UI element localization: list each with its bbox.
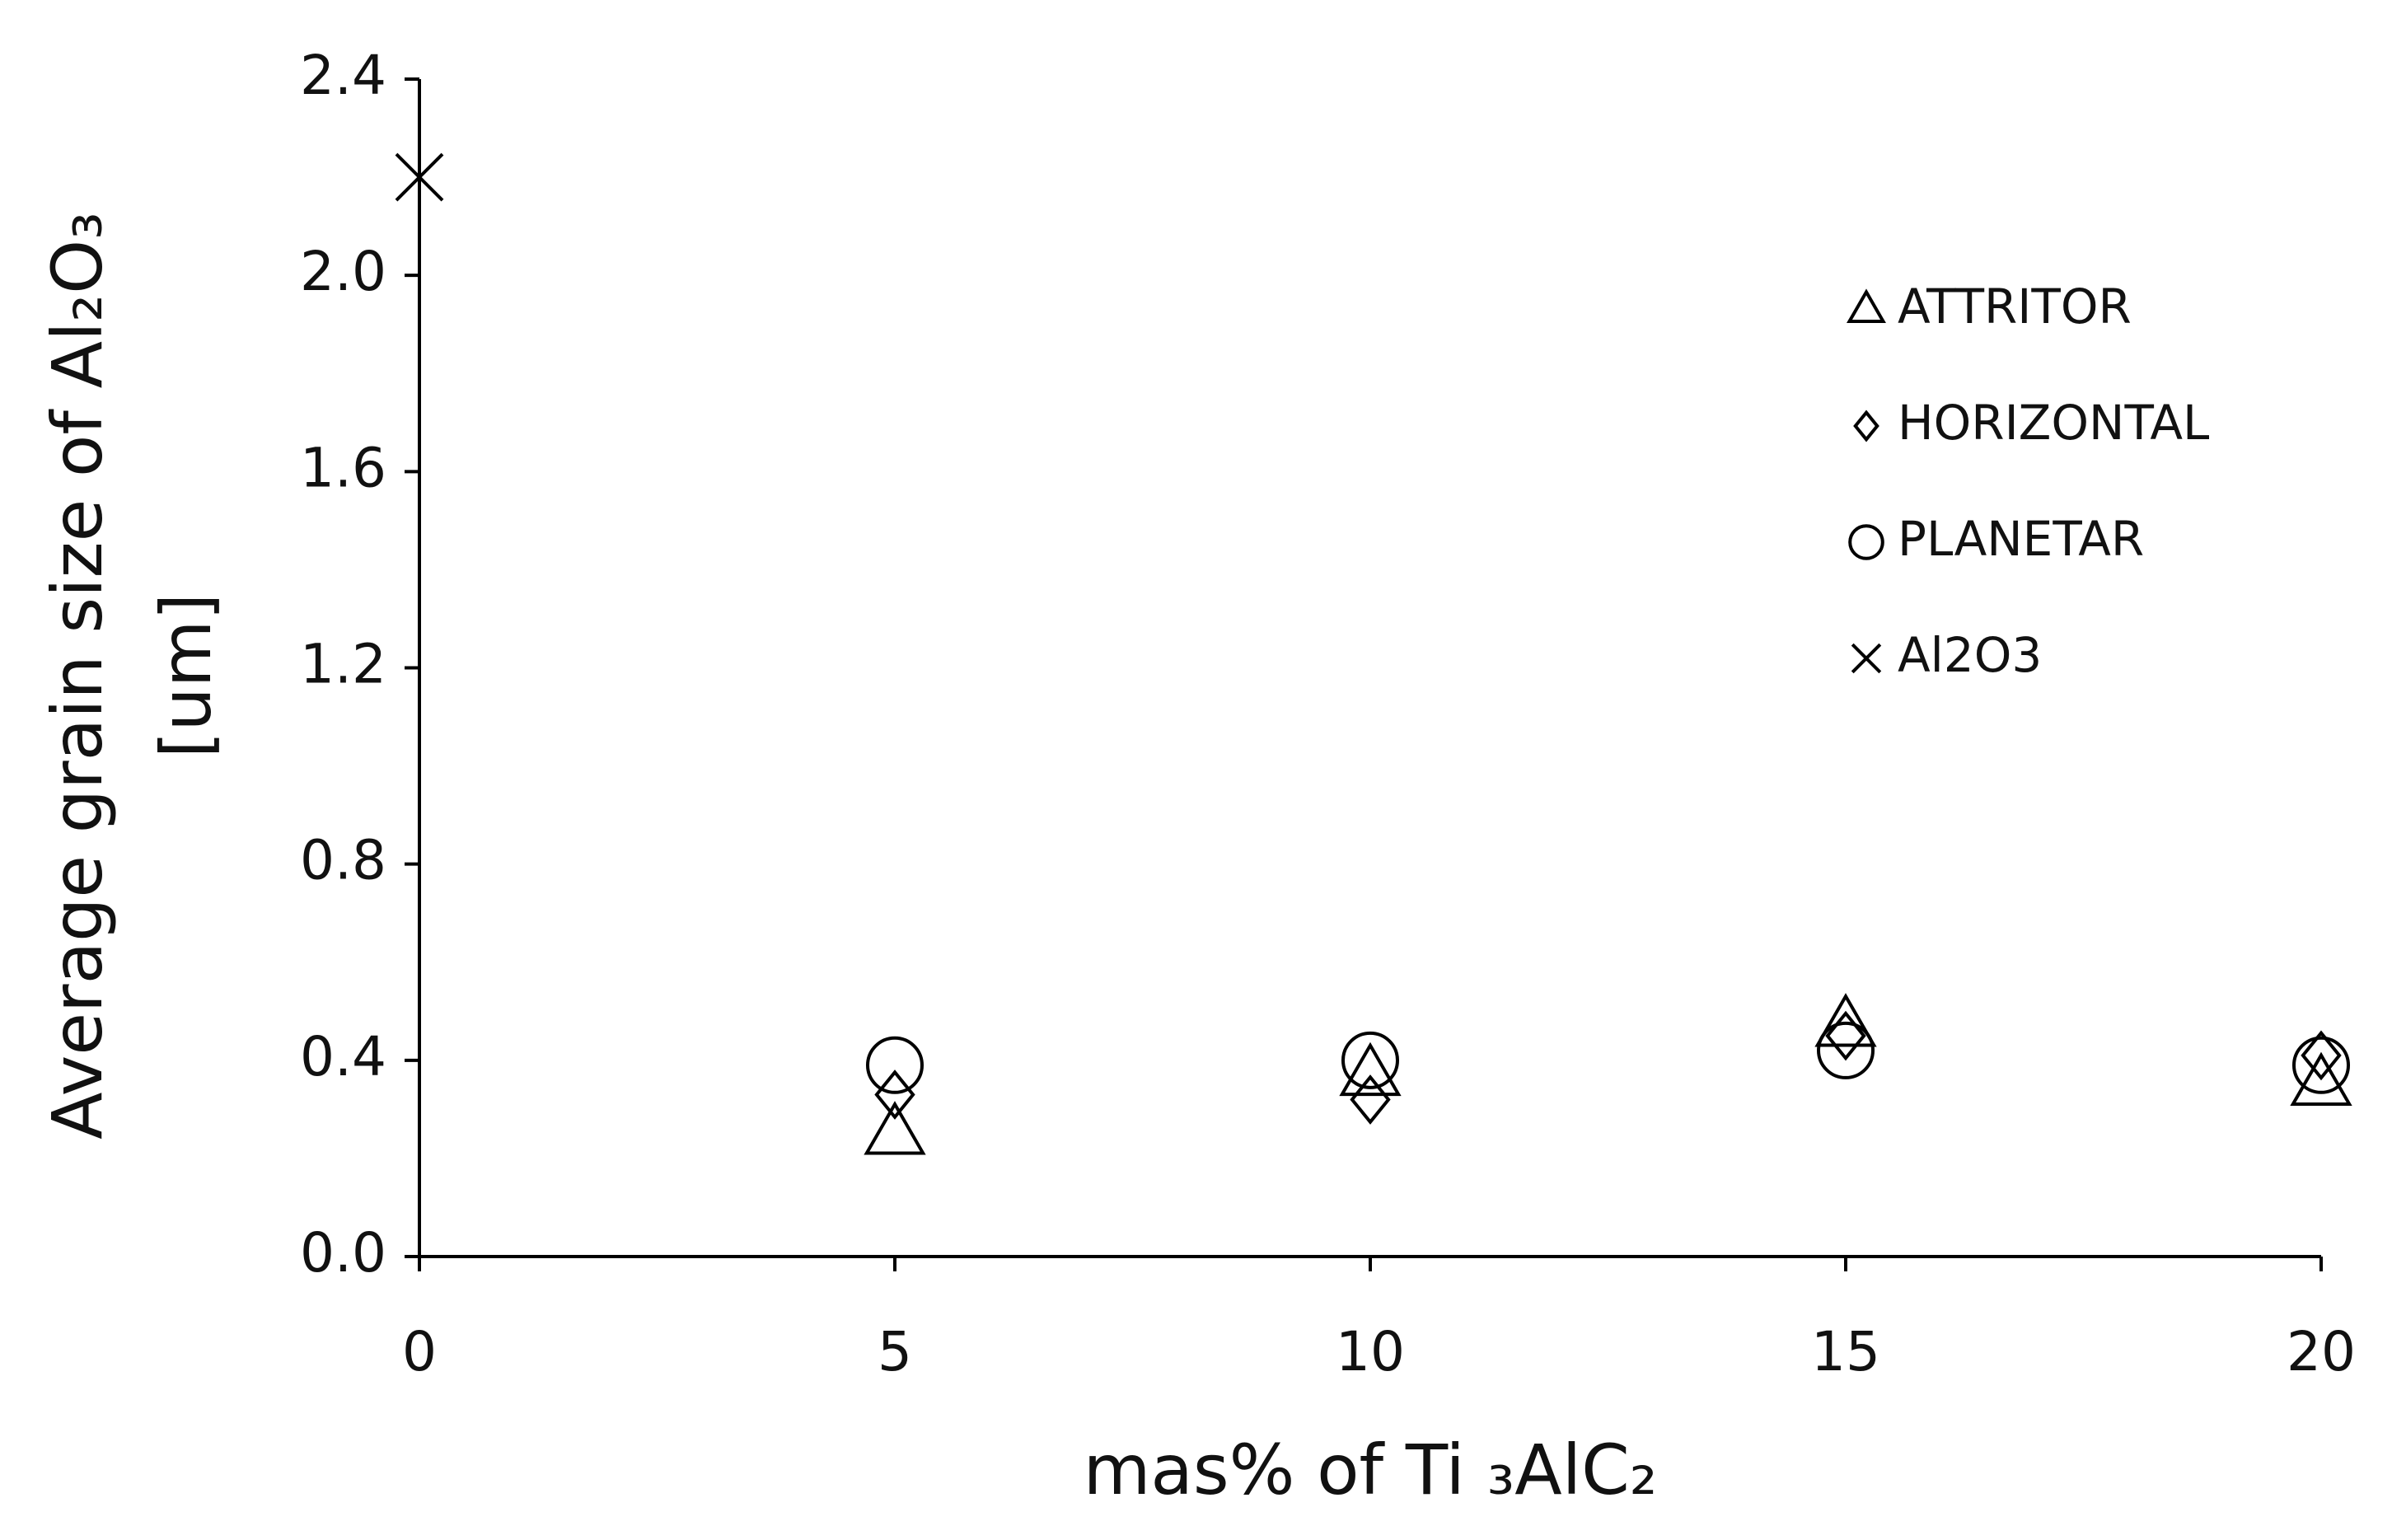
x-tick-label: 20 <box>2287 1320 2356 1383</box>
x-tick-label: 0 <box>402 1320 437 1383</box>
legend-label: PLANETAR <box>1898 511 2144 567</box>
marker-triangle <box>1339 1041 1402 1097</box>
y-tick-label: 1.2 <box>300 633 386 696</box>
x-tick-label: 5 <box>878 1320 912 1383</box>
y-axis-title: Average grain size of Al₂O₃ <box>37 212 118 1140</box>
marker-circle <box>866 1036 924 1094</box>
marker-circle <box>1341 1031 1399 1089</box>
legend-label: ATTRITOR <box>1898 279 2132 335</box>
marker-diamond <box>2301 1030 2342 1081</box>
x-tick-label: 15 <box>1811 1320 1880 1383</box>
marker-cross <box>1851 643 1882 674</box>
marker-diamond <box>874 1070 915 1120</box>
marker-diamond <box>1853 410 1879 442</box>
y-tick-label: 0.8 <box>300 829 386 892</box>
y-tick-label: 2.0 <box>300 240 386 303</box>
y-axis-title: [um] <box>146 593 227 759</box>
marker-triangle <box>1847 288 1886 324</box>
marker-circle <box>2292 1036 2350 1094</box>
legend-label: HORIZONTAL <box>1898 395 2209 451</box>
marker-diamond <box>1825 1010 1866 1061</box>
x-tick-label: 10 <box>1336 1320 1405 1383</box>
y-tick-label: 0.0 <box>300 1221 386 1285</box>
y-tick-label: 0.4 <box>300 1025 386 1088</box>
marker-triangle <box>864 1101 926 1155</box>
y-tick-label: 2.4 <box>300 44 386 107</box>
marker-triangle <box>1814 993 1877 1047</box>
y-tick-label: 1.6 <box>300 436 386 499</box>
marker-circle <box>1817 1021 1875 1079</box>
marker-cross <box>395 152 444 202</box>
marker-diamond <box>1350 1074 1391 1125</box>
marker-triangle <box>2290 1051 2352 1106</box>
marker-circle <box>1848 524 1884 560</box>
legend-label: Al2O3 <box>1898 627 2042 683</box>
x-axis-title: mas% of Ti ₃AlC₂ <box>1084 1430 1658 1510</box>
